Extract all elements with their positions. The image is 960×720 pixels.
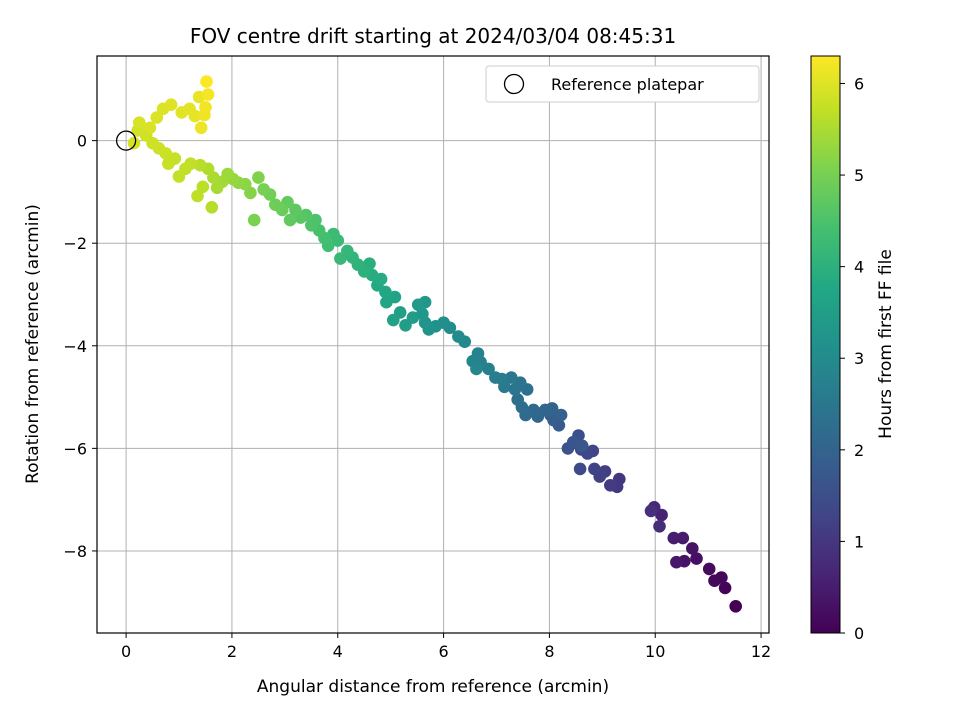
colorbar-tick-label: 0 <box>854 624 864 643</box>
colorbar: 0 1 2 3 4 5 6 Hours from first FF file <box>810 55 896 643</box>
data-point <box>508 383 522 396</box>
data-point <box>575 439 589 453</box>
data-point <box>172 170 186 183</box>
data-point <box>193 158 207 172</box>
data-point <box>143 121 157 135</box>
colorbar-tick-label: 2 <box>854 441 864 460</box>
data-point <box>252 171 265 184</box>
x-tick-label: 2 <box>227 642 237 661</box>
colorbar-tick-label: 5 <box>854 166 864 185</box>
x-tick-label: 4 <box>333 642 343 661</box>
y-tick-label: −2 <box>63 234 87 253</box>
data-point <box>380 295 393 309</box>
data-point <box>127 136 141 150</box>
reference-platepar-marker <box>115 130 137 151</box>
colorbar-gradient <box>810 55 841 634</box>
y-tick-label: 0 <box>77 132 87 151</box>
colorbar-tick-label: 3 <box>854 349 864 368</box>
data-point <box>210 181 224 195</box>
x-axis-label: Angular distance from reference (arcmin) <box>257 677 609 697</box>
data-point <box>411 298 425 312</box>
data-point <box>334 252 347 265</box>
grid-lines <box>97 56 769 633</box>
data-point <box>191 189 204 203</box>
data-point <box>257 183 271 196</box>
colorbar-label: Hours from first FF file <box>876 249 896 439</box>
data-point <box>289 203 302 217</box>
data-point <box>205 201 219 214</box>
data-point <box>199 101 212 114</box>
data-point <box>283 213 297 227</box>
data-point <box>162 157 175 170</box>
legend-box <box>485 65 760 103</box>
y-tick-label: −8 <box>63 542 87 561</box>
data-point <box>150 111 164 124</box>
data-point <box>702 562 716 576</box>
x-tick-label: 12 <box>751 642 771 661</box>
data-point <box>133 116 146 129</box>
data-point <box>670 555 683 569</box>
data-point <box>188 109 202 123</box>
data-point <box>201 88 215 101</box>
data-point <box>729 600 742 613</box>
data-point <box>399 319 412 332</box>
colorbar-tick-label: 4 <box>854 258 864 277</box>
colorbar-ticks: 0 1 2 3 4 5 6 <box>840 74 864 643</box>
data-point <box>604 479 617 492</box>
data-point <box>676 531 690 545</box>
data-point <box>718 581 732 595</box>
legend: Reference platepar <box>485 65 760 103</box>
legend-marker-circle <box>503 73 525 95</box>
data-point <box>505 371 518 384</box>
data-point <box>470 362 483 376</box>
data-point <box>667 531 681 545</box>
y-axis-label: Rotation from reference (arcmin) <box>23 204 43 484</box>
colorbar-tick-label: 1 <box>854 532 864 551</box>
data-point <box>686 542 699 555</box>
x-tick-label: 6 <box>438 642 448 661</box>
reference-marker <box>115 130 137 151</box>
data-point <box>452 330 465 343</box>
data-point <box>573 462 587 476</box>
data-point <box>305 219 318 232</box>
y-ticks: −8 −6 −4 −2 0 <box>63 132 97 561</box>
data-point <box>708 574 721 587</box>
y-tick-label: −4 <box>63 337 87 356</box>
data-point <box>164 98 178 111</box>
data-point <box>196 180 210 194</box>
plot-area: 0 2 4 6 8 10 12 −8 −6 −4 −2 0 <box>63 55 771 661</box>
data-point <box>269 198 282 211</box>
colorbar-tick-label: 6 <box>854 74 864 93</box>
scatter-points <box>127 75 742 613</box>
data-point <box>644 504 658 518</box>
data-point <box>653 520 666 533</box>
data-point <box>200 75 213 88</box>
plot-frame <box>96 55 770 634</box>
data-point <box>690 552 703 565</box>
x-tick-label: 10 <box>645 642 665 661</box>
data-point <box>554 408 568 422</box>
data-point <box>489 371 502 384</box>
data-point <box>511 393 524 406</box>
data-point <box>387 313 400 327</box>
data-point <box>588 462 601 476</box>
x-tick-label: 8 <box>544 642 554 661</box>
x-ticks: 0 2 4 6 8 10 12 <box>121 633 771 661</box>
legend-label: Reference platepar <box>551 75 704 94</box>
y-tick-label: −6 <box>63 439 87 458</box>
chart-title: FOV centre drift starting at 2024/03/04 … <box>190 24 676 48</box>
x-tick-label: 0 <box>121 642 131 661</box>
data-point <box>247 213 261 227</box>
data-point <box>194 121 208 135</box>
